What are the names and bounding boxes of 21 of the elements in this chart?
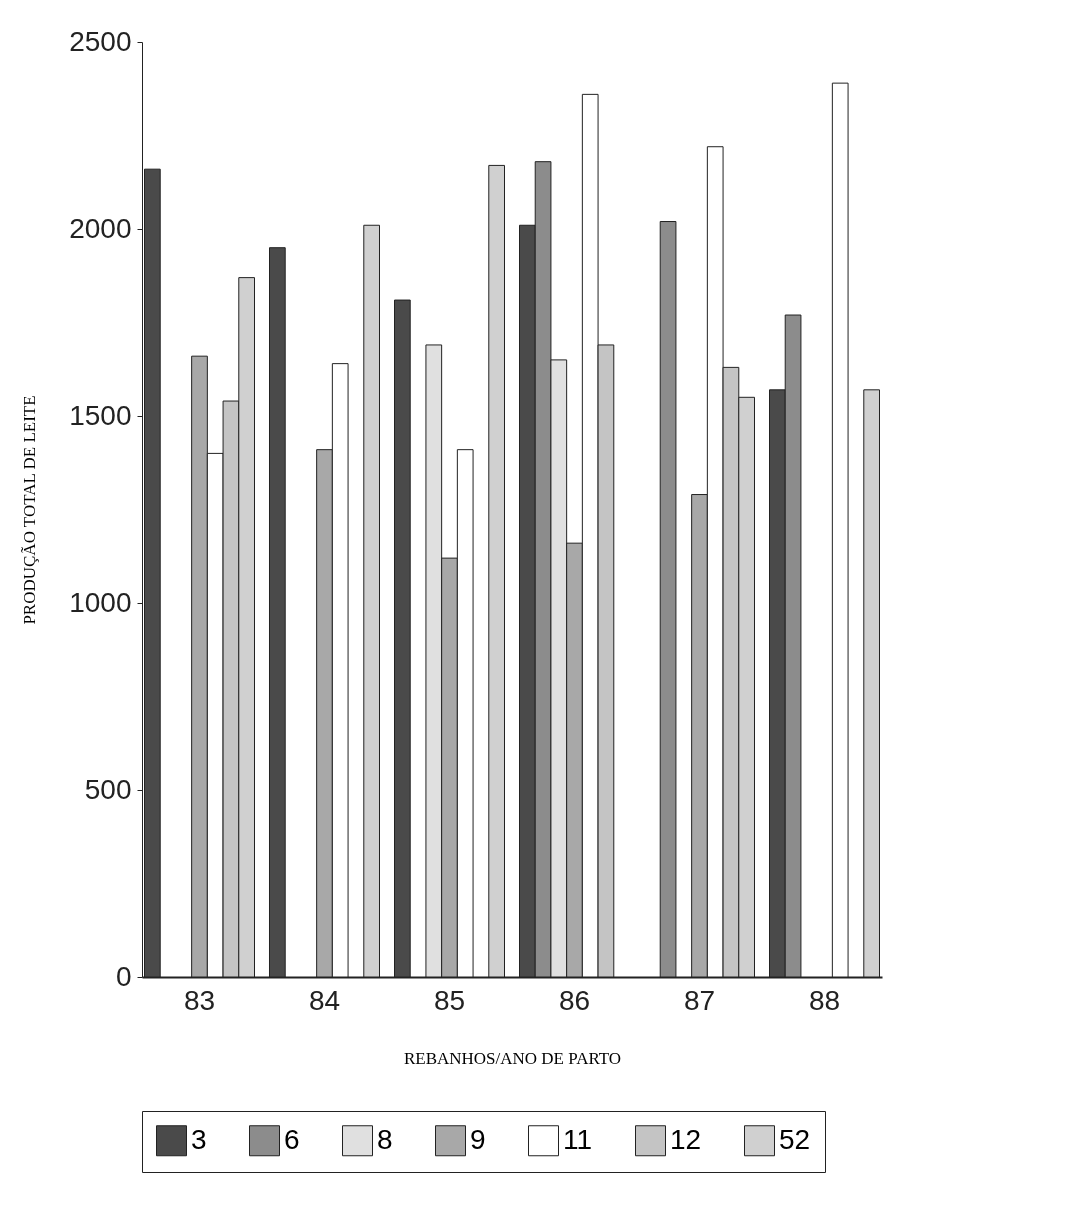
legend-label: 11 xyxy=(563,1123,593,1155)
legend-label: 8 xyxy=(377,1123,393,1155)
x-axis-title: REBANHOS/ANO DE PARTO xyxy=(403,1048,622,1068)
legend-label: 6 xyxy=(284,1123,300,1155)
x-tick-label: 88 xyxy=(808,984,841,1016)
legend-label: 3 xyxy=(191,1123,207,1155)
x-tick-label: 87 xyxy=(683,984,716,1016)
y-tick-label: 2000 xyxy=(69,212,132,244)
y-tick-label: 2500 xyxy=(69,25,132,57)
x-tick-label: 86 xyxy=(558,984,591,1016)
x-tick-label: 83 xyxy=(183,984,216,1016)
legend-label: 52 xyxy=(779,1123,811,1155)
y-tick-label: 1000 xyxy=(69,586,132,618)
x-tick-label: 84 xyxy=(308,984,341,1016)
x-tick-label: 85 xyxy=(433,984,466,1016)
legend-label: 12 xyxy=(670,1123,702,1155)
y-axis-title: PRODUÇÃO TOTAL DE LEITE xyxy=(20,395,40,625)
y-tick-label: 1500 xyxy=(69,399,132,431)
y-tick-label: 500 xyxy=(84,773,132,805)
y-tick-label: 0 xyxy=(115,960,132,992)
legend-label: 9 xyxy=(470,1123,486,1155)
